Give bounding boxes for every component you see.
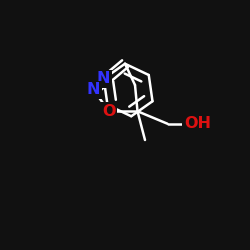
Text: O: O xyxy=(102,104,116,119)
Text: N: N xyxy=(97,71,110,86)
Text: OH: OH xyxy=(184,116,211,131)
Text: N: N xyxy=(87,82,101,98)
